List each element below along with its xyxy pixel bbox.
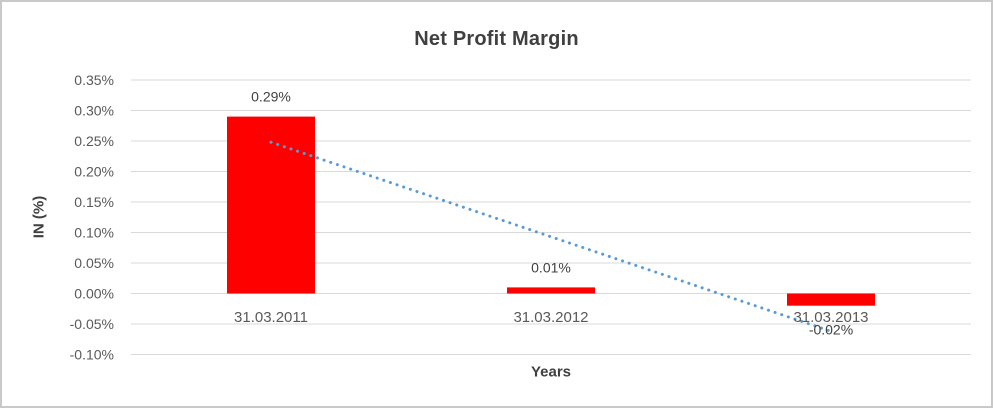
trendline (269, 140, 833, 333)
bar-31-03-2013 (787, 293, 875, 306)
y-axis-tick-label: -0.05% (70, 316, 114, 332)
bar-31-03-2012 (507, 287, 595, 294)
y-axis-tick-label: 0.10% (74, 225, 114, 241)
x-axis-category-label: 31.03.2012 (513, 309, 588, 326)
chart-title: Net Profit Margin (414, 28, 579, 50)
bar-31-03-2011 (227, 116, 315, 294)
y-axis-tick-label: 0.15% (74, 194, 114, 210)
bar-data-label: 0.29% (251, 89, 291, 105)
y-axis-tick-label: 0.25% (74, 133, 114, 149)
y-axis-tick-label: 0.00% (74, 286, 114, 302)
bar-data-label: 0.01% (531, 259, 571, 275)
y-axis-tick-label: -0.10% (70, 347, 114, 363)
x-axis-title: Years (530, 363, 572, 381)
x-axis-category-label: 31.03.2013 (793, 309, 868, 326)
bar-data-label: -0.02% (809, 322, 853, 338)
y-axis-tick-label: 0.30% (74, 103, 114, 119)
y-axis-tick-label: 0.05% (74, 255, 114, 271)
x-axis-category-label: 31.03.2011 (234, 309, 308, 326)
y-axis-tick-label: 0.35% (74, 72, 114, 88)
y-axis-tick-label: 0.20% (74, 164, 114, 180)
